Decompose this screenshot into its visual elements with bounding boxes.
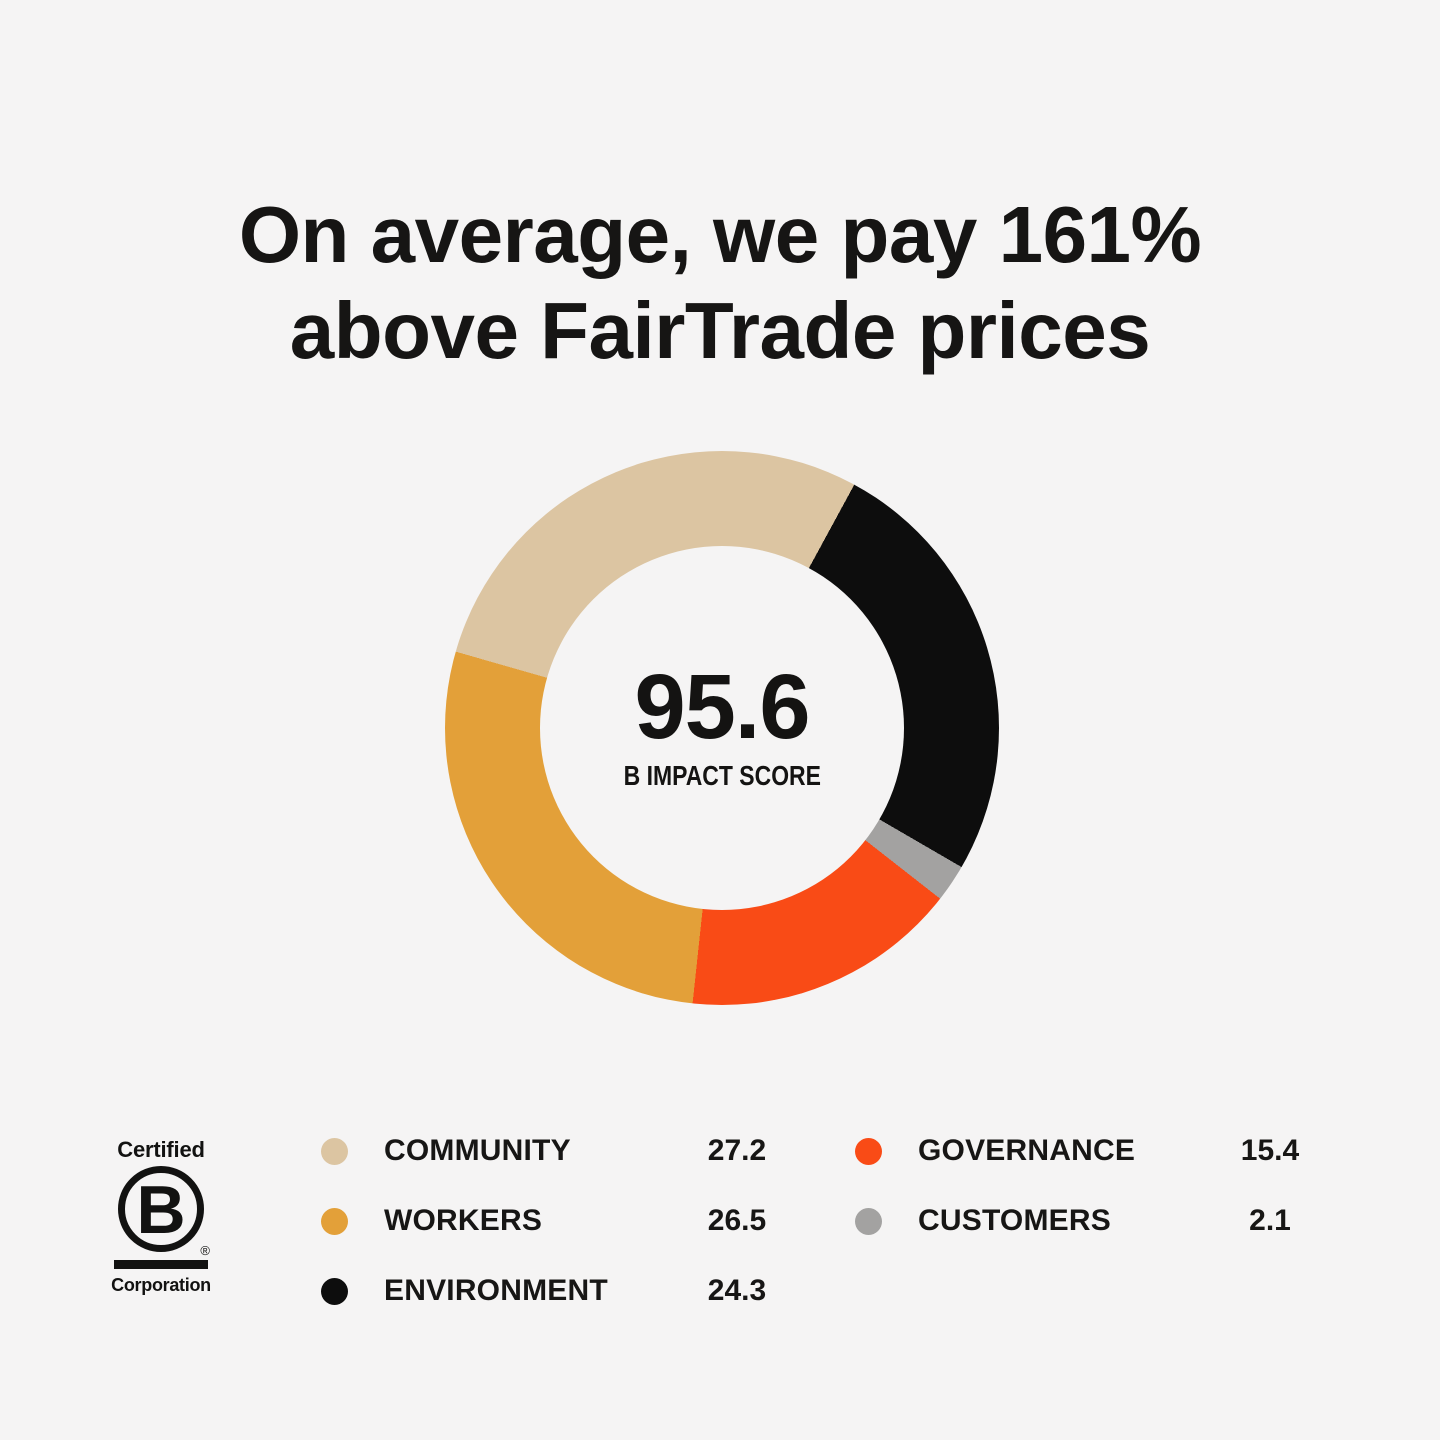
legend-row-governance: GOVERNANCE 15.4	[855, 1116, 1325, 1186]
governance-color-dot	[855, 1137, 882, 1165]
registered-trademark-icon: ®	[200, 1243, 210, 1258]
workers-color-dot	[321, 1207, 348, 1235]
legend-column-left: COMMUNITY 27.2 WORKERS 26.5 ENVIRONMENT …	[321, 1116, 792, 1326]
certified-label: Certified	[117, 1137, 205, 1162]
legend-value-customers: 2.1	[1249, 1204, 1291, 1237]
b-corp-bar-wrap: ®	[114, 1244, 210, 1269]
legend-row-customers: CUSTOMERS 2.1	[855, 1186, 1325, 1256]
community-color-dot	[321, 1137, 348, 1165]
legend-label-community: COMMUNITY	[384, 1134, 571, 1167]
legend-label-customers: CUSTOMERS	[918, 1204, 1111, 1237]
page-title: On average, we pay 161% above FairTrade …	[0, 187, 1440, 379]
legend-value-environment: 24.3	[707, 1274, 767, 1307]
title-line-2: above FairTrade prices	[289, 285, 1151, 375]
b-impact-score-label: B IMPACT SCORE	[623, 760, 821, 791]
corporation-label: Corporation	[111, 1275, 211, 1295]
b-impact-score-value: 95.6	[634, 656, 810, 758]
environment-color-dot	[321, 1277, 348, 1305]
b-corp-letter: B	[136, 1172, 186, 1248]
legend-value-community: 27.2	[707, 1134, 767, 1167]
b-corp-bar	[114, 1260, 208, 1269]
legend-label-workers: WORKERS	[384, 1204, 543, 1237]
customers-color-dot	[855, 1207, 882, 1235]
legend-row-workers: WORKERS 26.5	[321, 1186, 792, 1256]
b-corp-circle-logo: B	[118, 1166, 204, 1252]
legend-value-governance: 15.4	[1240, 1134, 1300, 1167]
legend-row-community: COMMUNITY 27.2	[321, 1116, 792, 1186]
title-line-1: On average, we pay 161%	[238, 189, 1202, 279]
donut-center: 95.6 B IMPACT SCORE	[540, 546, 904, 910]
legend-row-environment: ENVIRONMENT 24.3	[321, 1256, 792, 1326]
legend-label-governance: GOVERNANCE	[918, 1134, 1136, 1167]
legend-label-environment: ENVIRONMENT	[384, 1274, 608, 1307]
b-impact-donut-chart-area: 95.6 B IMPACT SCORE	[445, 451, 999, 1005]
certified-b-corporation-badge: Certified B ® Corporation	[111, 1137, 211, 1295]
legend-column-right: GOVERNANCE 15.4 CUSTOMERS 2.1	[855, 1116, 1325, 1256]
legend-value-workers: 26.5	[707, 1204, 767, 1237]
